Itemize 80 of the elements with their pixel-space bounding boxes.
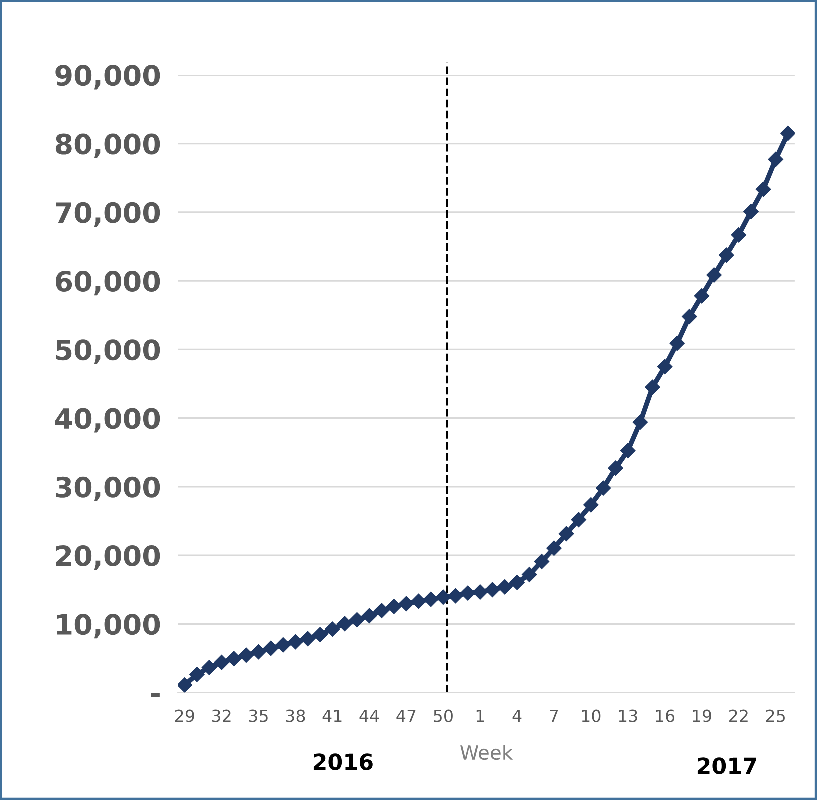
point [226,651,242,666]
point [460,586,476,601]
point [706,268,722,283]
y-tick-label: 50,000 [56,340,160,364]
x-tick-label: 41 [322,710,342,722]
point [620,443,636,458]
point [485,582,500,598]
x-tick-label: 4 [512,710,522,722]
y-tick-label: 40,000 [56,408,160,433]
x-tick-label: 35 [249,710,268,722]
point [657,359,673,374]
point [238,648,254,663]
x-tick-label: 47 [396,710,416,722]
point [424,592,439,608]
point [214,655,230,670]
y-tick-label: 60,000 [56,271,160,296]
point [596,480,612,496]
point [337,616,353,632]
y-tick-label: 20,000 [56,545,160,570]
point [202,660,218,676]
point [608,460,624,476]
point [312,627,328,642]
point [472,584,488,600]
point [780,126,795,142]
point [411,594,426,610]
point [436,590,451,605]
point [584,498,599,513]
point [178,678,192,693]
point [300,631,316,646]
point [694,288,710,304]
x-tick-label: 16 [656,710,675,722]
point [398,596,414,612]
point [374,603,390,618]
point [546,540,562,556]
text: 2016 [314,754,373,770]
point [670,336,685,352]
point [251,644,266,660]
point [558,526,574,542]
point [682,309,698,324]
point [288,634,304,650]
point [632,414,648,430]
point [768,152,784,168]
x-tick-label: 13 [619,710,638,722]
point [263,640,279,656]
x-tick-label: 50 [434,710,453,722]
point [325,622,340,637]
point [510,575,525,590]
y-tick-label: - [151,693,160,698]
point [350,612,365,628]
point [497,580,513,595]
x-axis-title: Week [460,745,514,760]
x-tick-label: 7 [550,710,558,722]
point [744,204,759,220]
point [190,667,205,682]
x-tick-label: 19 [693,710,712,722]
point [731,228,746,243]
point [571,512,586,528]
y-tick-label: 30,000 [56,476,160,502]
y-tick-label: 80,000 [56,134,160,158]
x-tick-label: 29 [175,710,194,722]
x-tick-label: 38 [286,710,306,722]
y-tick-label: 70,000 [56,202,160,227]
y-tick-label: 90,000 [56,65,160,90]
y-tick-label: 10,000 [57,614,160,639]
x-tick-label: 44 [360,710,380,722]
x-tick-label: 25 [766,710,786,722]
point [756,182,772,198]
point [276,638,291,653]
point [534,554,550,570]
point [522,567,538,582]
text: 2017 [698,758,756,774]
point [362,608,378,624]
point [719,248,734,263]
x-tick-label: 10 [582,710,601,722]
x-tick-label: 1 [476,710,484,722]
point [448,588,464,604]
x-tick-label: 32 [212,710,231,722]
point [645,380,660,395]
point [386,599,402,614]
x-tick-label: 22 [730,710,748,722]
